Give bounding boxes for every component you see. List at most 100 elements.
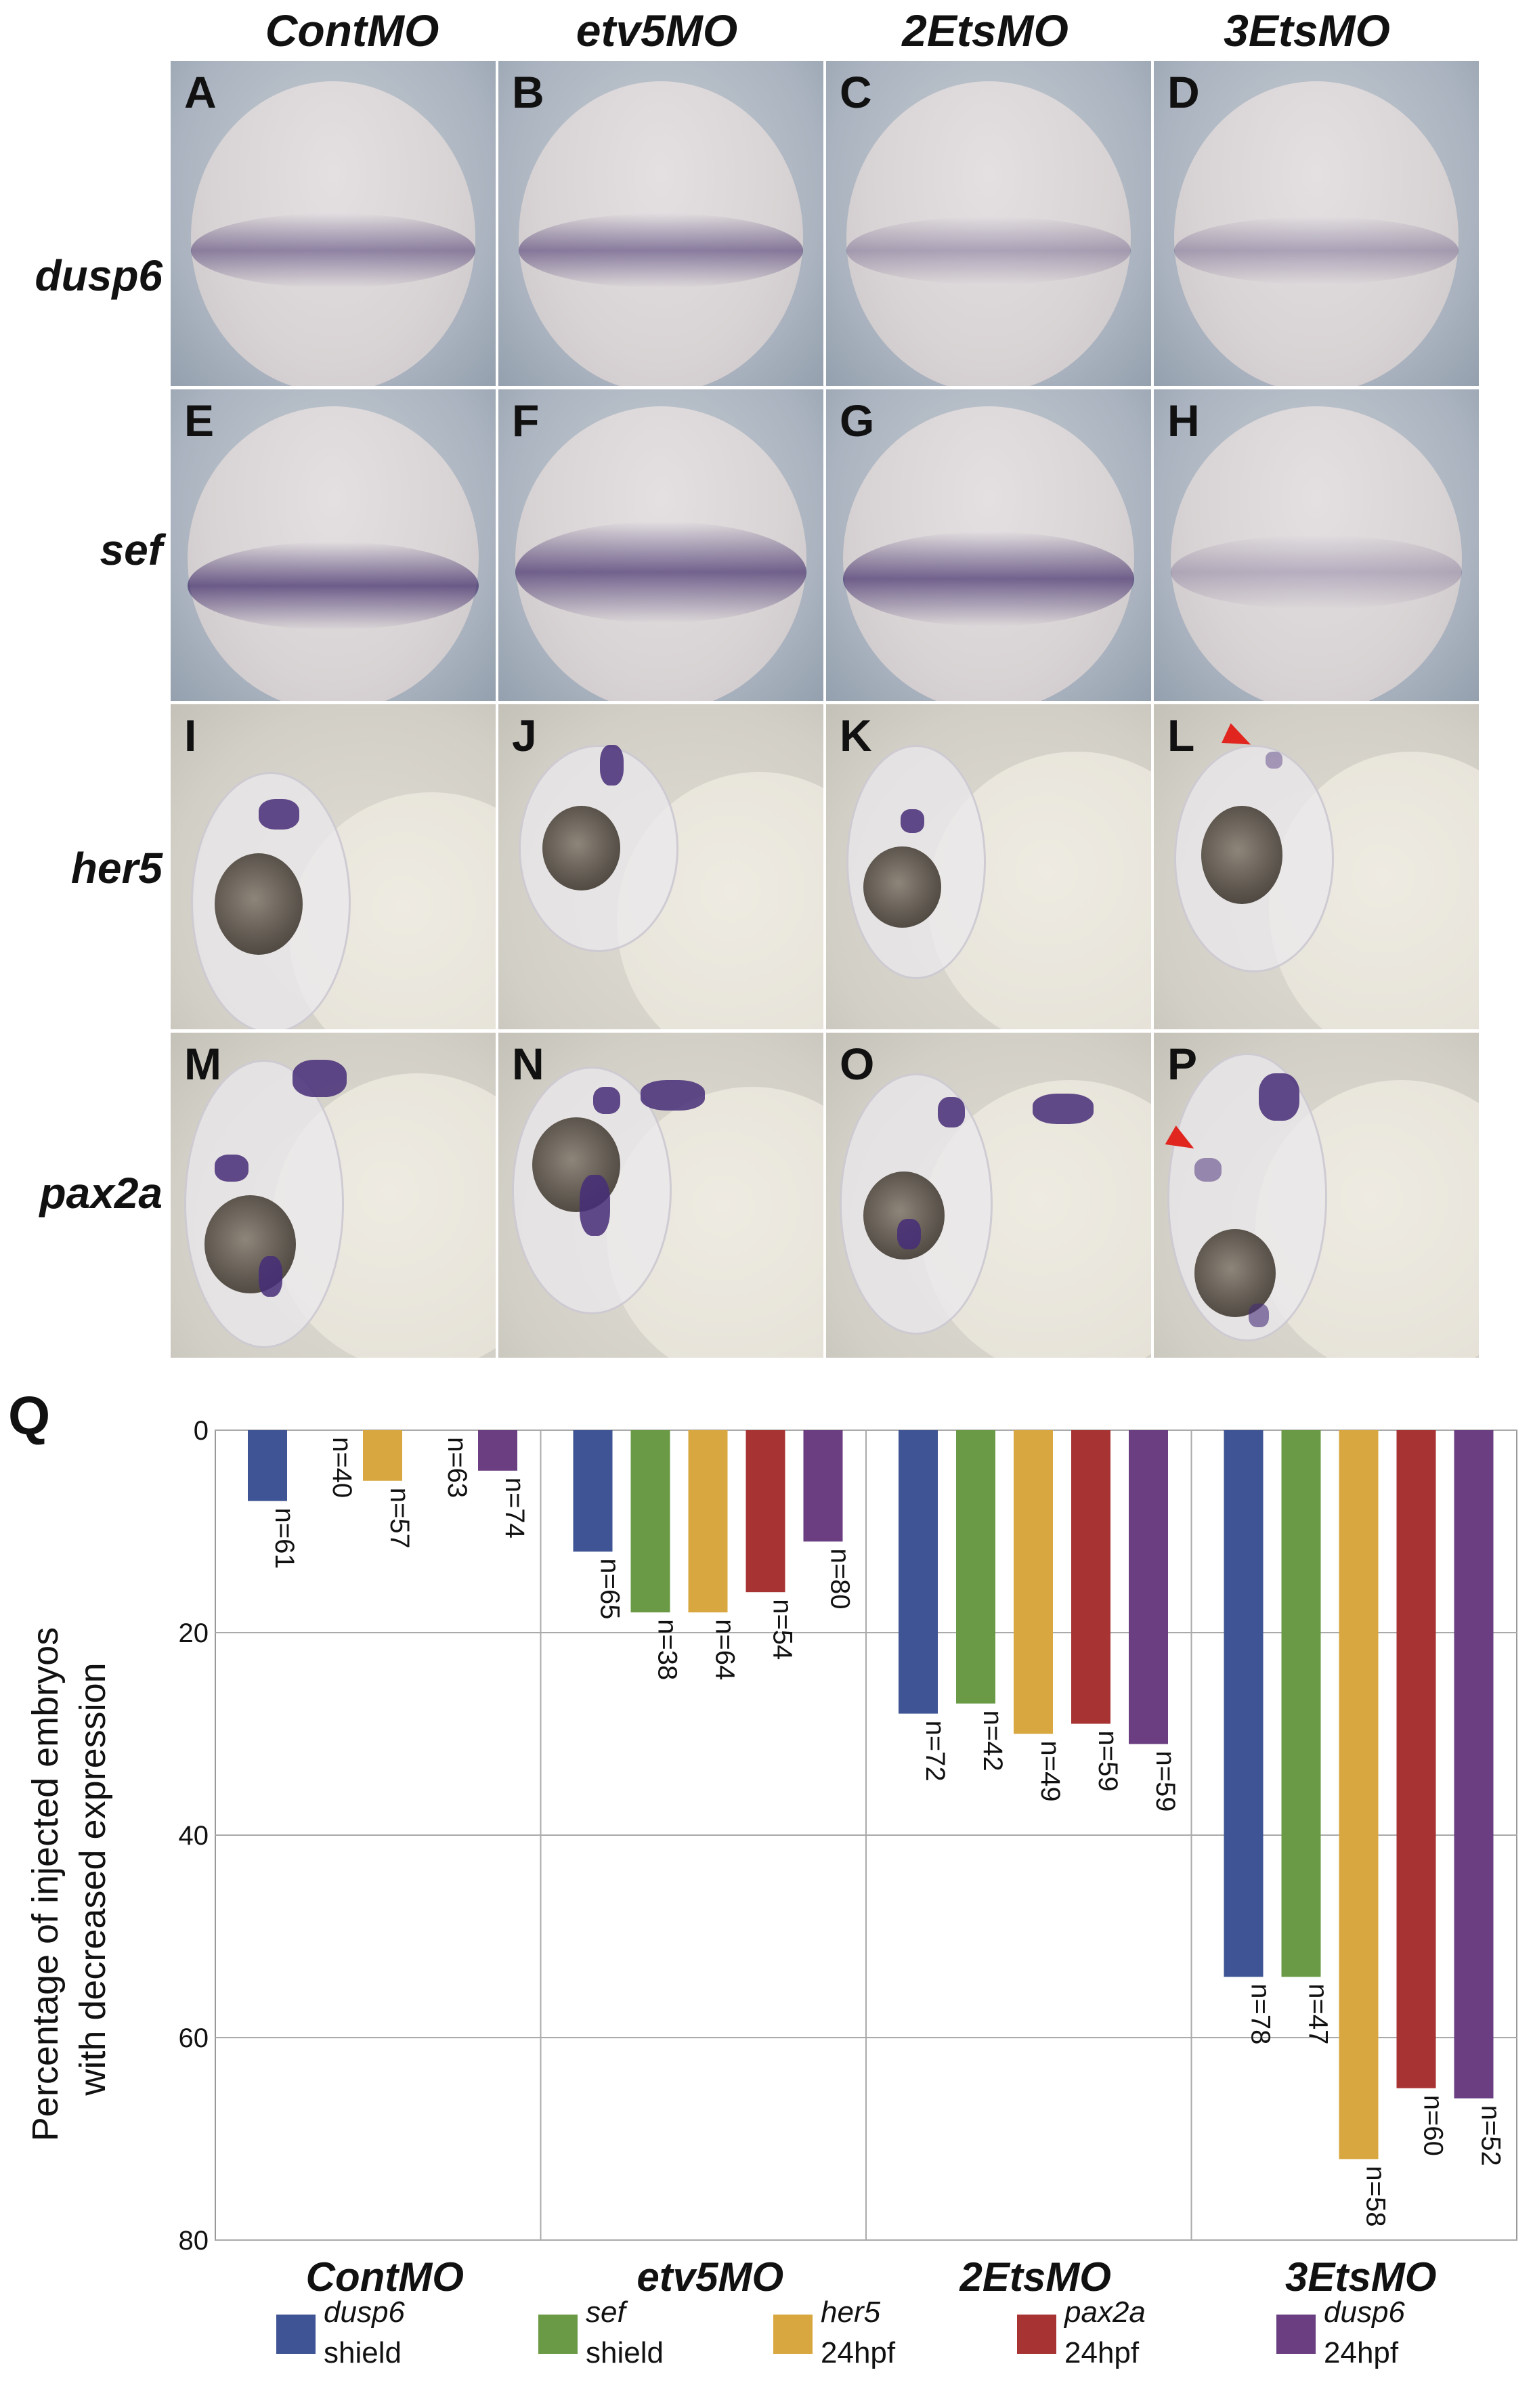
panel-letter: M xyxy=(184,1039,221,1089)
panel-l: L xyxy=(1154,704,1479,1029)
eye xyxy=(542,806,620,890)
n-label: n=74 xyxy=(500,1478,530,1539)
panel-letter: G xyxy=(840,395,875,446)
n-label: n=47 xyxy=(1303,1983,1333,2044)
bar xyxy=(248,1430,287,1501)
n-label: n=59 xyxy=(1150,1750,1180,1811)
n-labels: n=61 n=65 n=72 n=78 n=40 n=38 n=42 n=47 n=57 n=64… xyxy=(269,1437,1506,2227)
embryo xyxy=(515,406,806,701)
legend-gene: dusp6 xyxy=(1324,2296,1405,2329)
embryo xyxy=(188,406,479,701)
embryo xyxy=(519,81,803,386)
row-label-her5: her5 xyxy=(70,844,163,893)
legend-stage: 24hpf xyxy=(1324,2336,1399,2369)
legend-gene: pax2a xyxy=(1064,2296,1146,2329)
embryo xyxy=(191,81,475,386)
embryo xyxy=(1174,81,1459,386)
bar xyxy=(1129,1430,1168,1744)
legend-stage: shield xyxy=(586,2336,664,2369)
n-label: n=42 xyxy=(978,1711,1008,1771)
bar xyxy=(573,1430,613,1552)
panel-k: K xyxy=(826,704,1151,1029)
bar xyxy=(630,1430,670,1613)
panel-letter: B xyxy=(512,67,544,117)
legend-item-dusp6-shield: dusp6 shield xyxy=(276,2296,459,2397)
bar xyxy=(956,1430,995,1704)
embryo xyxy=(843,406,1134,701)
panel-letter: F xyxy=(512,395,540,446)
expression-band xyxy=(191,213,475,288)
x-tick-label: etv5MO xyxy=(636,2254,783,2296)
panel-e: E xyxy=(171,389,496,701)
bar xyxy=(803,1430,843,1542)
expression-spot xyxy=(1259,1073,1299,1121)
n-label: n=59 xyxy=(1093,1731,1123,1792)
n-label: n=78 xyxy=(1246,1983,1276,2044)
legend-swatch xyxy=(1017,2315,1056,2354)
panel-letter: L xyxy=(1167,710,1195,760)
bar xyxy=(1454,1430,1494,2099)
y-tick-label: 20 xyxy=(179,1618,209,1648)
bar xyxy=(478,1430,517,1471)
legend-stage: shield xyxy=(324,2336,402,2369)
n-label: n=80 xyxy=(825,1548,855,1609)
bar xyxy=(746,1430,785,1593)
row-label-sef: sef xyxy=(100,525,163,574)
legend-swatch xyxy=(276,2315,316,2354)
legend-stage: 24hpf xyxy=(1064,2336,1140,2369)
row-label-dusp6: dusp6 xyxy=(35,251,163,300)
panel-letter: C xyxy=(840,67,872,117)
panel-letter-q: Q xyxy=(8,1385,51,1446)
eye xyxy=(1201,806,1282,904)
panel-f: F xyxy=(498,389,823,701)
panel-letter: H xyxy=(1167,395,1200,446)
panel-b: B xyxy=(498,61,823,386)
bar xyxy=(1014,1430,1053,1734)
embryo xyxy=(1171,406,1462,701)
legend-swatch xyxy=(538,2315,578,2354)
panel-n: N xyxy=(498,1033,823,1358)
legend-swatch xyxy=(773,2315,813,2354)
expression-band xyxy=(515,521,806,623)
column-header-contmo: ContMO xyxy=(265,5,439,56)
column-header-etv5mo: etv5MO xyxy=(576,5,738,56)
legend-item-her5-24hpf: her5 24hpf xyxy=(773,2296,956,2397)
expression-spot xyxy=(293,1060,347,1097)
bar-chart: n=61 n=65 n=72 n=78 n=40 n=38 n=42 n=47 n=57 n=64… xyxy=(25,1416,1517,2296)
y-ticks: 0 20 40 60 80 xyxy=(179,1416,209,2256)
bar xyxy=(363,1430,402,1481)
panel-letter: O xyxy=(840,1039,875,1089)
n-label: n=61 xyxy=(269,1508,299,1569)
expression-spot xyxy=(1249,1304,1269,1327)
embryo xyxy=(846,81,1131,386)
eye xyxy=(863,846,941,928)
expression-band xyxy=(519,213,803,288)
panel-letter: P xyxy=(1167,1039,1198,1089)
legend-gene: her5 xyxy=(821,2296,881,2329)
bar xyxy=(1339,1430,1379,2159)
legend-swatch xyxy=(1276,2315,1316,2354)
y-tick-label: 0 xyxy=(194,1416,209,1446)
expression-spot xyxy=(1194,1158,1222,1182)
bar xyxy=(688,1430,728,1613)
y-axis-label-line-2: with decreased expression xyxy=(72,1662,113,2096)
column-header-3etsmo: 3EtsMO xyxy=(1224,5,1390,56)
n-label: n=49 xyxy=(1035,1741,1065,1802)
bar xyxy=(1224,1430,1264,1977)
n-label: n=64 xyxy=(710,1619,740,1680)
expression-spot xyxy=(600,745,624,786)
bars xyxy=(248,1430,1494,2159)
expression-spot xyxy=(259,1256,282,1297)
expression-spot xyxy=(215,1155,249,1182)
bar xyxy=(1071,1430,1110,1724)
panel-letter: D xyxy=(1167,67,1200,117)
panel-h: H xyxy=(1154,389,1479,701)
expression-band xyxy=(1171,535,1462,609)
row-label-pax2a: pax2a xyxy=(39,1169,163,1218)
panel-d: D xyxy=(1154,61,1479,386)
panel-letter: K xyxy=(840,710,872,760)
expression-spot xyxy=(897,1219,921,1249)
expression-band xyxy=(1174,217,1459,284)
expression-spot xyxy=(1033,1094,1094,1124)
expression-spot xyxy=(580,1175,610,1236)
